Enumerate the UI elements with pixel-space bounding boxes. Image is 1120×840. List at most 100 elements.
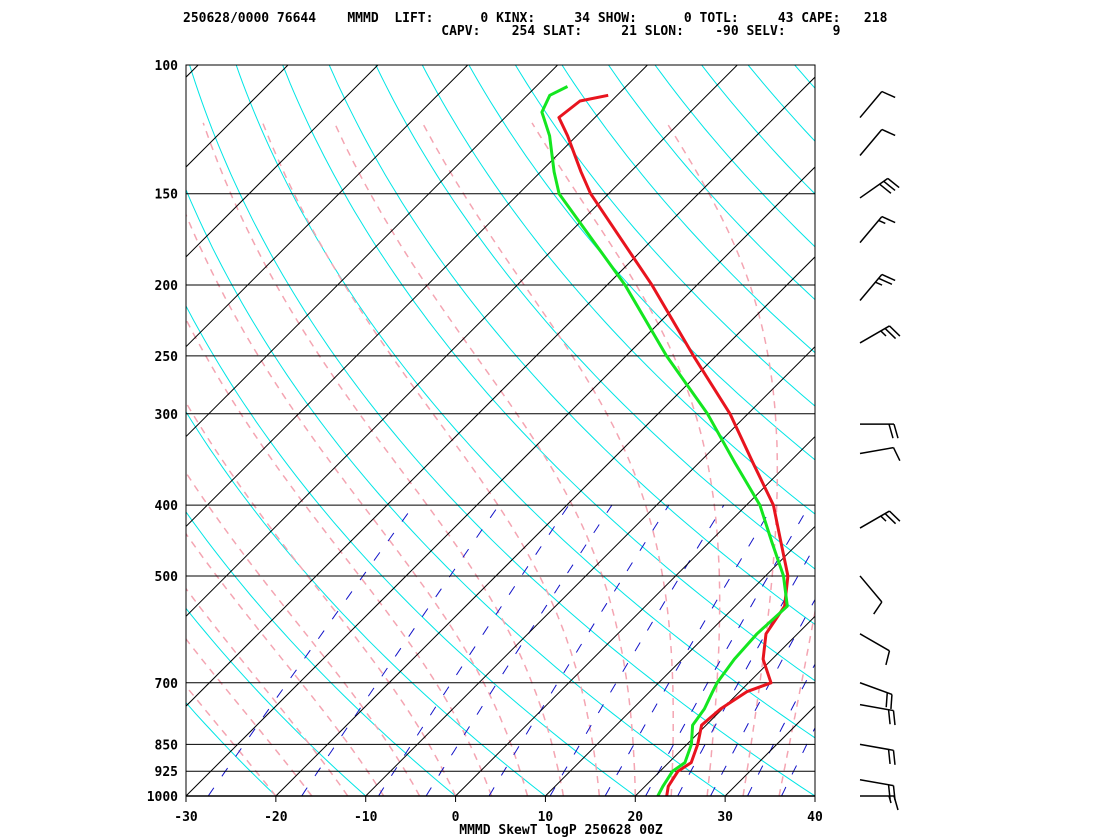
wind-barb (859, 177, 900, 199)
wind-barb (859, 778, 896, 801)
wind-barb (859, 128, 896, 157)
x-tick-label: 0 (452, 810, 460, 825)
barb-flag (892, 785, 896, 801)
dry-adiabat (375, 65, 815, 570)
isotherm (186, 65, 289, 168)
moist-adiabat (186, 401, 457, 796)
moist-adiabat (186, 587, 349, 796)
x-tick-label: -30 (174, 810, 198, 825)
barb-flag (887, 784, 891, 800)
barb-staff (859, 274, 883, 302)
mixing-ratio-line (781, 726, 815, 796)
dry-adiabat (282, 65, 815, 682)
barb-staff (859, 682, 893, 696)
barb-staff (859, 633, 890, 652)
barb-flag (885, 650, 891, 666)
barb-flag (888, 510, 901, 522)
dry-adiabat (1027, 65, 1120, 796)
isotherm (0, 65, 18, 796)
barb-flag (881, 90, 896, 99)
isotherm (455, 435, 815, 796)
barb-flag (887, 177, 900, 189)
x-tick-label: 40 (807, 810, 823, 825)
isotherm (186, 76, 815, 707)
moist-adiabat (421, 122, 674, 796)
mixing-ratio-line (207, 504, 415, 796)
dry-adiabat (186, 701, 277, 796)
isotherm (634, 615, 815, 796)
dewpoint-profile (540, 85, 789, 796)
barb-flag (873, 601, 883, 615)
dry-adiabat (186, 410, 546, 796)
header-line-2: CAPV: 254 SLAT: 21 SLON: -90 SELV: 9 (183, 24, 840, 39)
barb-flag (881, 273, 896, 282)
barb-flag (892, 447, 901, 462)
barb-half-flag (880, 330, 887, 337)
wind-barb (859, 215, 896, 244)
moist-adiabat (333, 122, 637, 796)
dry-adiabat (468, 65, 815, 461)
x-tick-label: -20 (264, 810, 288, 825)
isotherm (365, 346, 815, 796)
chart-title: MMMD SkewT logP 250628 00Z (459, 823, 663, 838)
y-tick-label: 250 (155, 350, 179, 365)
wind-barbs (859, 90, 901, 811)
dry-adiabat (934, 65, 1120, 796)
barb-flag (890, 694, 893, 709)
barb-staff (859, 446, 894, 455)
y-tick-label: 400 (155, 499, 179, 514)
isotherm (275, 256, 815, 796)
isotherm (814, 795, 815, 796)
barb-flag (885, 692, 888, 708)
isotherm (186, 65, 469, 348)
barb-flag (879, 183, 892, 194)
dry-adiabat (794, 65, 815, 89)
barb-flag (887, 749, 891, 765)
barb-flag (892, 750, 896, 765)
wind-barb (859, 90, 896, 119)
barb-flag (881, 128, 896, 137)
y-tick-label: 100 (155, 59, 179, 74)
dry-adiabat (186, 188, 726, 796)
barb-staff (859, 703, 894, 712)
dry-adiabat (421, 65, 815, 515)
moist-adiabat (186, 685, 277, 796)
barb-staff (859, 575, 883, 603)
moist-adiabat (262, 122, 601, 796)
barb-flag (892, 710, 896, 726)
moist-adiabat (186, 637, 313, 796)
barb-flag (878, 277, 893, 285)
mixing-ratio-line (488, 504, 670, 796)
barb-staff (859, 91, 883, 119)
dry-adiabat (888, 65, 1120, 796)
barb-staff (859, 778, 894, 787)
wind-barb (859, 682, 893, 709)
isotherm (0, 65, 108, 796)
dry-adiabat (1074, 65, 1120, 796)
mixing-ratio-line (425, 504, 613, 796)
barb-staff (859, 177, 889, 199)
moist-adiabat (186, 471, 421, 796)
wind-barb (859, 446, 901, 462)
isotherm (186, 65, 379, 258)
isotherm (186, 65, 558, 438)
dry-adiabat (514, 65, 815, 407)
isotherm (724, 705, 815, 796)
barb-flag (884, 513, 897, 525)
isotherm (186, 65, 738, 617)
isotherm (545, 525, 815, 796)
mixing-ratio-line (677, 544, 815, 796)
dry-adiabat (561, 65, 815, 354)
barb-flag (883, 180, 896, 192)
wind-barb (860, 795, 899, 811)
dry-adiabat (328, 65, 815, 626)
mixing-ratio-line (747, 663, 815, 796)
y-tick-label: 500 (155, 570, 179, 585)
y-tick-label: 1000 (147, 790, 178, 805)
barb-staff (859, 510, 890, 529)
y-tick-label: 700 (155, 677, 179, 692)
barb-flag (887, 709, 891, 725)
dry-adiabat (701, 65, 815, 195)
barb-flag (884, 327, 897, 340)
